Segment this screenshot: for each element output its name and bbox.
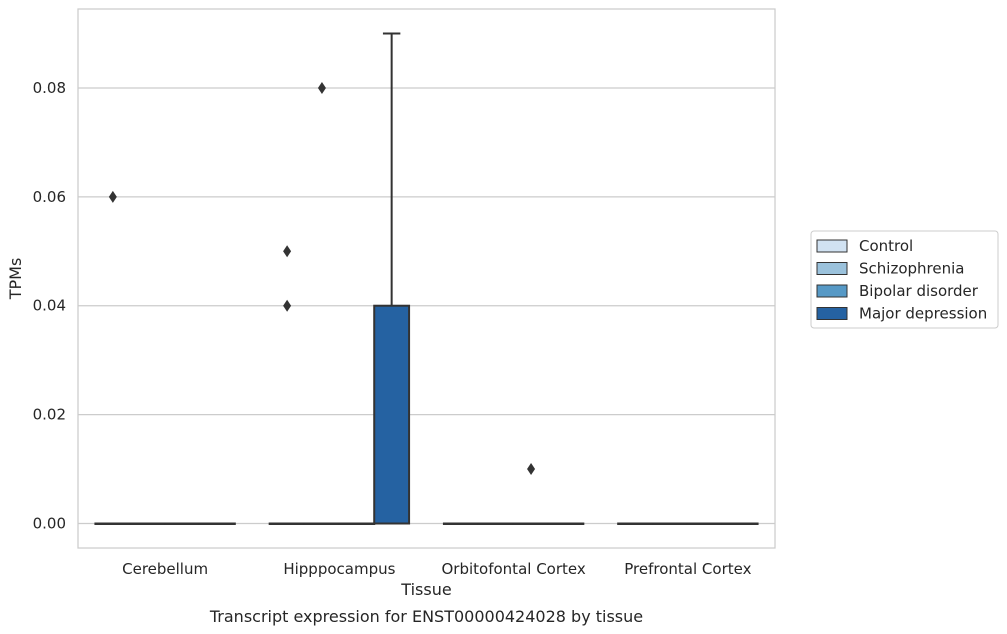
legend-swatch (816, 307, 848, 320)
y-tick-label: 0.00 (33, 515, 66, 533)
outlier-point (108, 190, 117, 203)
x-tick-labels: Cerebellum Hipppocampus Orbitofontal Corte… (122, 560, 751, 578)
x-tick-label: Prefrontal Cortex (624, 560, 751, 578)
legend: Control Schizophrenia Bipolar disorder Majo… (810, 230, 999, 329)
box-bipolar-disorder (512, 463, 550, 525)
legend-label: Bipolar disorder (859, 282, 979, 300)
y-tick-label: 0.04 (33, 297, 66, 315)
box-control (268, 245, 306, 525)
legend-label: Schizophrenia (859, 260, 964, 278)
x-axis-label: Tissue (400, 580, 451, 599)
y-axis-label: TPMs (6, 258, 25, 301)
legend-label: Major depression (859, 305, 987, 323)
box-control (442, 522, 480, 525)
y-tick-label: 0.06 (33, 188, 66, 206)
box-major-depression (373, 32, 411, 525)
box-major-depression (547, 522, 585, 525)
x-tick-label: Hipppocampus (283, 560, 395, 578)
y-tick-label: 0.02 (33, 406, 66, 424)
box-body (373, 304, 411, 525)
box-bipolar-disorder (686, 522, 724, 525)
x-tick-label: Cerebellum (122, 560, 208, 578)
gridlines (78, 87, 775, 525)
outlier-point (317, 81, 326, 94)
box-series (94, 32, 759, 525)
legend-swatch (816, 239, 848, 253)
y-tick-labels: 0.00 0.02 0.04 0.06 0.08 (33, 79, 66, 533)
box-control (617, 522, 655, 525)
box-schizophrenia (477, 522, 515, 525)
legend-swatch (816, 284, 848, 298)
y-tick-label: 0.08 (33, 79, 66, 97)
outlier-point (283, 245, 292, 258)
box-schizophrenia (129, 522, 167, 525)
box-bipolar-disorder (338, 522, 376, 525)
outlier-point (283, 299, 292, 312)
box-bipolar-disorder (164, 522, 201, 525)
chart-caption: Transcript expression for ENST0000042402… (209, 607, 643, 626)
legend-frame (810, 230, 999, 329)
box-major-depression (198, 522, 236, 525)
box-schizophrenia (303, 81, 341, 525)
box-control (94, 190, 132, 525)
x-tick-label: Orbitofontal Cortex (442, 560, 586, 578)
box-schizophrenia (652, 522, 689, 525)
outlier-point (527, 463, 536, 476)
legend-label: Control (859, 237, 913, 255)
axes-frame (77, 8, 776, 549)
legend-swatch (816, 262, 848, 275)
box-major-depression (721, 522, 759, 525)
